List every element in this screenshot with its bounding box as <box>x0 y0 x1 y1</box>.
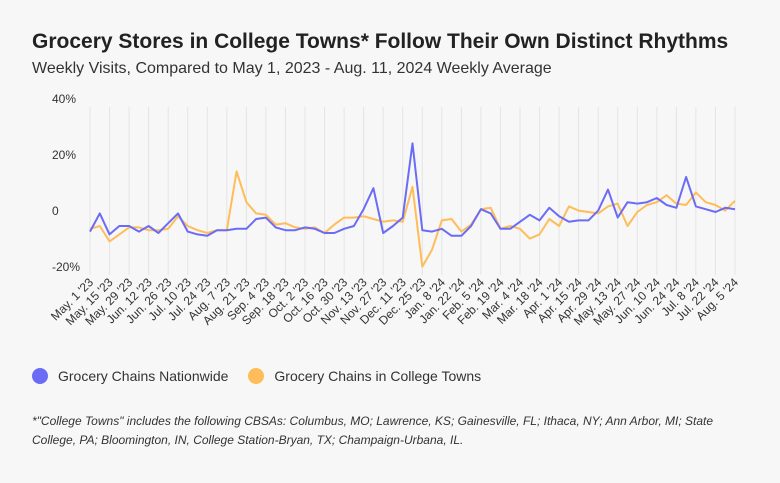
legend-swatch-nationwide <box>32 368 48 384</box>
series-line-nationwide <box>89 142 736 237</box>
legend-label-nationwide: Grocery Chains Nationwide <box>58 368 229 384</box>
y-tick-label: 20% <box>52 148 76 162</box>
legend-item-nationwide[interactable]: Grocery Chains Nationwide <box>32 368 228 384</box>
y-tick-label: 0 <box>52 204 59 218</box>
series-lines <box>89 142 736 268</box>
y-axis: 40% 20% 0 -20% <box>52 92 80 274</box>
y-tick-label: 40% <box>52 92 76 106</box>
legend-label-college-towns: Grocery Chains in College Towns <box>274 368 482 384</box>
chart-title: Grocery Stores in College Towns* Follow … <box>32 30 729 53</box>
y-tick-label: -20% <box>52 260 80 274</box>
legend: Grocery Chains Nationwide Grocery Chains… <box>32 368 501 384</box>
grid-lines <box>89 107 736 275</box>
footnote: *"College Towns" includes the following … <box>32 414 714 447</box>
series-line-college-towns <box>89 170 736 268</box>
legend-swatch-college-towns <box>248 368 265 384</box>
chart-subtitle: Weekly Visits, Compared to May 1, 2023 -… <box>32 60 552 77</box>
legend-item-college-towns[interactable]: Grocery Chains in College Towns <box>248 368 481 384</box>
